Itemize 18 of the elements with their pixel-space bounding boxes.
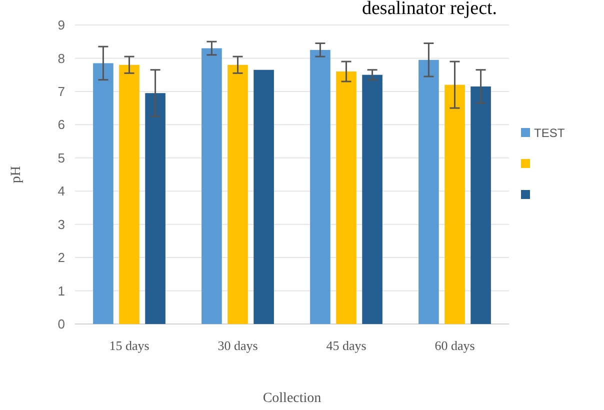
y-tick-label: 9 xyxy=(58,18,65,33)
x-tick-label: 45 days xyxy=(326,338,366,353)
legend-label: TEST xyxy=(534,126,566,140)
y-axis-title: pH xyxy=(9,166,24,184)
y-tick-label: 7 xyxy=(58,84,65,99)
y-tick-label: 2 xyxy=(58,250,65,266)
y-tick-label: 4 xyxy=(58,184,65,199)
x-tick-label: 15 days xyxy=(109,338,150,353)
y-tick-label: 8 xyxy=(58,50,65,66)
x-tick-label: 60 days xyxy=(434,338,475,353)
y-tick-label: 5 xyxy=(58,150,65,166)
y-tick-label: 3 xyxy=(58,216,65,232)
x-axis-title: Collection xyxy=(262,391,322,406)
y-tick-label: 1 xyxy=(58,283,65,298)
y-tick-label: 6 xyxy=(58,117,65,132)
x-tick-label: 30 days xyxy=(218,338,258,353)
text: desalinator reject. xyxy=(362,0,498,19)
y-tick-label: 0 xyxy=(58,316,65,332)
